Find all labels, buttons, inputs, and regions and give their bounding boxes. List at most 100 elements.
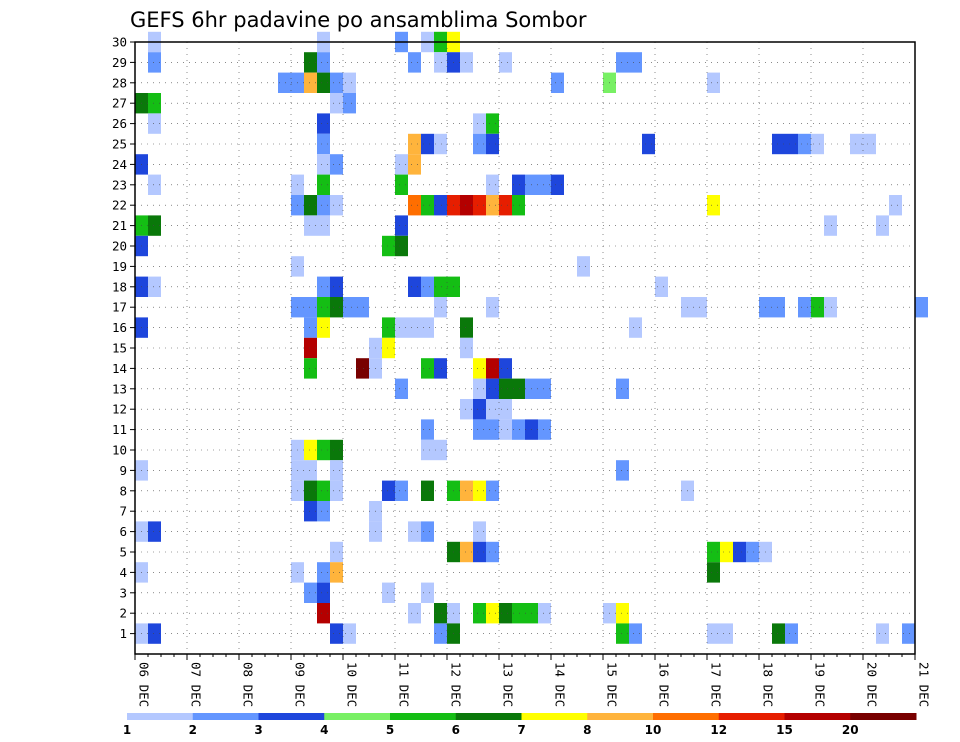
heatmap-cell <box>616 378 629 399</box>
heatmap-cell <box>785 623 798 644</box>
y-tick-label: 16 <box>112 320 127 335</box>
heatmap-cell <box>512 378 525 399</box>
y-tick-label: 20 <box>112 239 127 254</box>
colorbar-label: 8 <box>583 723 591 737</box>
y-tick-label: 4 <box>119 565 127 580</box>
x-tick-label: 14 DEC <box>553 662 568 707</box>
heatmap-cell <box>577 256 590 277</box>
heatmap-cell <box>824 215 837 236</box>
heatmap-cell <box>616 623 629 644</box>
heatmap-cell <box>304 337 317 359</box>
heatmap-cell <box>408 317 421 338</box>
heatmap-cell <box>395 174 408 195</box>
heatmap-cell <box>889 195 902 216</box>
heatmap-cell <box>317 317 330 338</box>
heatmap-cell <box>499 419 512 440</box>
colorbar-label: 20 <box>842 723 859 737</box>
heatmap-cell <box>785 133 798 155</box>
heatmap-cell <box>876 623 889 644</box>
x-tick-label: 09 DEC <box>293 662 308 707</box>
y-tick-label: 26 <box>112 116 127 131</box>
heatmap-cell <box>460 480 473 501</box>
heatmap-cell <box>148 52 161 73</box>
heatmap-cell <box>460 399 473 420</box>
heatmap-cell <box>330 439 343 461</box>
colorbar-swatch <box>258 713 325 720</box>
heatmap-cell <box>382 337 395 359</box>
y-tick-label: 24 <box>112 157 127 172</box>
heatmap-cell <box>473 480 486 501</box>
heatmap-cell <box>772 297 785 318</box>
heatmap-cell <box>811 297 824 318</box>
heatmap-cell <box>616 603 629 624</box>
heatmap-cell <box>421 521 434 542</box>
heatmap-cell <box>421 195 434 216</box>
colorbar-swatch <box>850 713 917 720</box>
heatmap-cell <box>811 133 824 155</box>
y-tick-label: 2 <box>119 606 127 621</box>
heatmap-cell <box>499 399 512 420</box>
heatmap-cell <box>512 174 525 195</box>
heatmap-cell <box>148 623 161 644</box>
heatmap-cell <box>330 154 343 175</box>
y-tick-label: 3 <box>119 585 127 600</box>
y-tick-label: 6 <box>119 524 127 539</box>
y-tick-label: 25 <box>112 137 127 152</box>
colorbar: 1 2 3 4 5 6 7 8 10 12 15 20 <box>123 713 917 737</box>
heatmap-cell <box>616 52 629 73</box>
heatmap-cell <box>512 603 525 624</box>
heatmap-cell <box>148 113 161 134</box>
heatmap-cell <box>720 623 733 644</box>
x-tick-label: 20 DEC <box>865 662 880 707</box>
heatmap-cell <box>486 541 499 563</box>
colorbar-swatch <box>653 713 720 720</box>
colorbar-label: 5 <box>386 723 394 737</box>
heatmap-cell <box>343 93 356 114</box>
x-tick-label: 19 DEC <box>813 662 828 707</box>
heatmap-cell <box>343 623 356 644</box>
y-tick-label: 23 <box>112 177 127 192</box>
colorbar-label: 2 <box>189 723 197 737</box>
heatmap-cell <box>694 297 707 318</box>
heatmap-cell <box>408 154 421 175</box>
heatmap-cell <box>317 276 330 297</box>
colorbar-label: 10 <box>645 723 662 737</box>
heatmap-cell <box>278 72 291 93</box>
heatmap-cell <box>486 133 499 155</box>
heatmap-cell <box>434 439 447 461</box>
heatmap-cell <box>317 195 330 216</box>
heatmap-cell <box>317 439 330 461</box>
heatmap-cell <box>330 93 343 114</box>
heatmap-cell <box>629 317 642 338</box>
y-tick-label: 29 <box>112 55 127 70</box>
heatmap-cell <box>317 582 330 603</box>
colorbar-swatch <box>390 713 457 720</box>
y-tick-label: 27 <box>112 96 127 111</box>
heatmap-cell <box>473 113 486 134</box>
x-tick-label: 16 DEC <box>657 662 672 707</box>
heatmap-cell <box>304 195 317 216</box>
heatmap-cell <box>304 297 317 318</box>
heatmap-cell <box>421 480 434 501</box>
heatmap-cell <box>512 195 525 216</box>
colorbar-label: 6 <box>452 723 460 737</box>
heatmap-cell <box>876 215 889 236</box>
heatmap-cell <box>616 460 629 481</box>
heatmap-cell <box>330 195 343 216</box>
x-tick-label: 12 DEC <box>449 662 464 707</box>
heatmap-cell <box>434 276 447 297</box>
heatmap-cell <box>772 623 785 644</box>
heatmap-cell <box>460 195 473 216</box>
heatmap-cell <box>486 378 499 399</box>
heatmap-cell <box>421 439 434 461</box>
heatmap-cell <box>486 358 499 379</box>
heatmap-cell <box>538 419 551 440</box>
x-tick-label: 18 DEC <box>761 662 776 707</box>
y-axis-ticks: 1234567891011121314151617181920212223242… <box>112 35 135 641</box>
grid-lines <box>135 41 915 654</box>
colorbar-label: 1 <box>123 723 131 737</box>
x-tick-label: 06 DEC <box>137 662 152 707</box>
heatmap-cell <box>304 72 317 93</box>
colorbar-swatch <box>455 713 522 720</box>
